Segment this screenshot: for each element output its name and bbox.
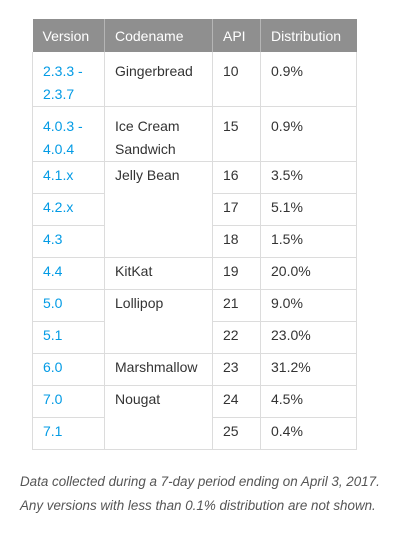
api-cell: 18 bbox=[212, 225, 261, 258]
version-cell: 6.0 bbox=[32, 353, 105, 386]
api-cell: 15 bbox=[212, 106, 261, 162]
header-codename: Codename bbox=[104, 19, 213, 52]
api-cell: 25 bbox=[212, 417, 261, 450]
header-api: API bbox=[212, 19, 261, 52]
distribution-cell: 0.9% bbox=[260, 106, 357, 162]
codename-cell: Nougat bbox=[104, 385, 213, 450]
table-row: 4.4 KitKat 19 20.0% bbox=[32, 257, 357, 290]
table-row: 4.3 18 1.5% bbox=[32, 225, 357, 258]
header-distribution: Distribution bbox=[260, 19, 357, 52]
version-cell: 4.1.x bbox=[32, 161, 105, 194]
codename-cell: Gingerbread bbox=[104, 52, 213, 107]
table-row: 7.0 Nougat 24 4.5% bbox=[32, 385, 357, 450]
api-cell: 22 bbox=[212, 321, 261, 354]
api-cell: 19 bbox=[212, 257, 261, 290]
version-link[interactable]: 4.1.x bbox=[43, 167, 74, 183]
distribution-cell: 20.0% bbox=[260, 257, 357, 290]
codename-cell: Ice Cream Sandwich bbox=[104, 106, 213, 162]
table-header-row: Version Codename API Distribution bbox=[32, 19, 357, 52]
distribution-cell: 3.5% bbox=[260, 161, 357, 194]
version-cell: 7.1 bbox=[32, 417, 105, 450]
version-link[interactable]: 5.1 bbox=[43, 327, 63, 343]
distribution-cell: 23.0% bbox=[260, 321, 357, 354]
table-row: 4.2.x 17 5.1% bbox=[32, 193, 357, 226]
version-cell: 2.3.3 - 2.3.7 bbox=[32, 52, 105, 107]
table-row: 4.0.3 - 4.0.4 Ice Cream Sandwich 15 0.9% bbox=[32, 106, 357, 162]
api-cell: 24 bbox=[212, 385, 261, 418]
header-version: Version bbox=[32, 19, 105, 52]
version-link[interactable]: 4.0.3 - 4.0.4 bbox=[43, 118, 83, 157]
version-link[interactable]: 6.0 bbox=[43, 359, 63, 375]
version-link[interactable]: 4.3 bbox=[43, 231, 63, 247]
distribution-cell: 31.2% bbox=[260, 353, 357, 386]
distribution-cell: 4.5% bbox=[260, 385, 357, 418]
codename-cell: Marshmallow bbox=[104, 353, 213, 386]
table-row: 5.1 22 23.0% bbox=[32, 321, 357, 354]
version-cell: 5.0 bbox=[32, 289, 105, 322]
api-cell: 17 bbox=[212, 193, 261, 226]
codename-cell: Lollipop bbox=[104, 289, 213, 354]
version-cell: 4.0.3 - 4.0.4 bbox=[32, 106, 105, 162]
codename-cell: Jelly Bean bbox=[104, 161, 213, 258]
table-row: 4.1.x Jelly Bean 16 3.5% bbox=[32, 161, 357, 258]
distribution-cell: 9.0% bbox=[260, 289, 357, 322]
footnote-line: Data collected during a 7-day period end… bbox=[20, 474, 380, 489]
table-row: 6.0 Marshmallow 23 31.2% bbox=[32, 353, 357, 386]
version-link[interactable]: 4.2.x bbox=[43, 199, 74, 215]
version-link[interactable]: 7.1 bbox=[43, 423, 63, 439]
api-cell: 10 bbox=[212, 52, 261, 107]
api-cell: 16 bbox=[212, 161, 261, 194]
api-cell: 23 bbox=[212, 353, 261, 386]
table-row: 5.0 Lollipop 21 9.0% bbox=[32, 289, 357, 354]
distribution-cell: 0.4% bbox=[260, 417, 357, 450]
distribution-cell: 5.1% bbox=[260, 193, 357, 226]
table-row: 7.1 25 0.4% bbox=[32, 417, 357, 450]
distribution-cell: 0.9% bbox=[260, 52, 357, 107]
table-row: 2.3.3 - 2.3.7 Gingerbread 10 0.9% bbox=[32, 52, 357, 107]
version-cell: 4.2.x bbox=[32, 193, 105, 226]
version-link[interactable]: 7.0 bbox=[43, 391, 63, 407]
version-cell: 4.3 bbox=[32, 225, 105, 258]
version-link[interactable]: 5.0 bbox=[43, 295, 63, 311]
version-link[interactable]: 2.3.3 - 2.3.7 bbox=[43, 63, 83, 102]
version-cell: 4.4 bbox=[32, 257, 105, 290]
footnote-line: Any versions with less than 0.1% distrib… bbox=[20, 498, 376, 513]
codename-cell: KitKat bbox=[104, 257, 213, 290]
distribution-cell: 1.5% bbox=[260, 225, 357, 258]
api-cell: 21 bbox=[212, 289, 261, 322]
distribution-table: Version Codename API Distribution 2.3.3 … bbox=[32, 19, 357, 450]
version-cell: 5.1 bbox=[32, 321, 105, 354]
version-cell: 7.0 bbox=[32, 385, 105, 418]
footnote: Data collected during a 7-day period end… bbox=[20, 470, 390, 518]
version-link[interactable]: 4.4 bbox=[43, 263, 63, 279]
